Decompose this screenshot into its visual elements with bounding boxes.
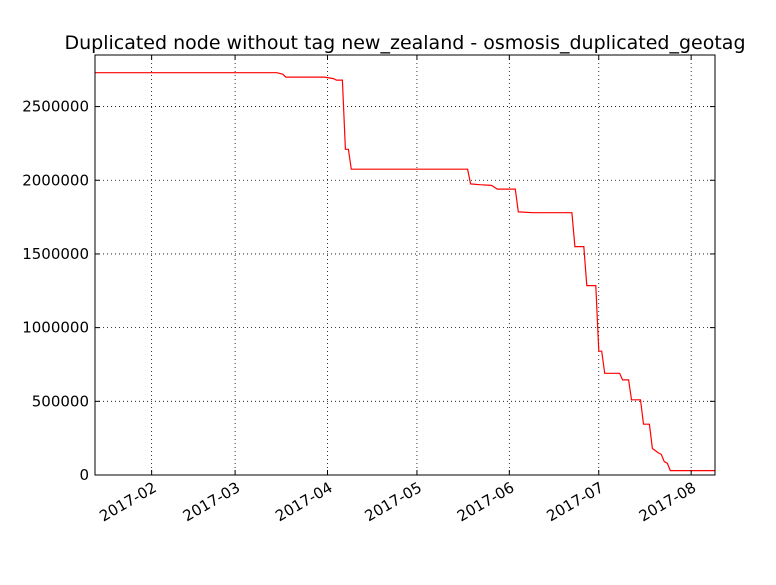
x-tick-label: 2017-04: [272, 478, 335, 525]
x-tick-label: 2017-03: [180, 478, 243, 525]
grid: [95, 55, 715, 476]
y-tick-label: 1000000: [22, 319, 89, 337]
y-tick-label: 0: [79, 466, 89, 484]
x-tick-label: 2017-07: [543, 478, 606, 525]
y-axis: 0 500000 1000000 1500000 2000000 2500000: [22, 98, 715, 484]
chart-title: Duplicated node without tag new_zealand …: [64, 32, 745, 54]
y-tick-label: 2000000: [22, 171, 89, 189]
series-layer: [95, 72, 715, 472]
x-tick-label: 2017-05: [362, 478, 425, 525]
y-tick-label: 500000: [32, 392, 89, 410]
x-tick-label: 2017-08: [636, 478, 699, 525]
x-tick-label: 2017-02: [96, 478, 159, 525]
y-tick-label: 2500000: [22, 98, 89, 116]
x-tick-label: 2017-06: [454, 478, 517, 525]
series-line: [95, 72, 715, 472]
plot-area-frame: [94, 54, 716, 476]
y-tick-label: 1500000: [22, 245, 89, 263]
x-axis: 2017-02 2017-03 2017-04 2017-05 2017-06 2017-…: [96, 55, 699, 525]
